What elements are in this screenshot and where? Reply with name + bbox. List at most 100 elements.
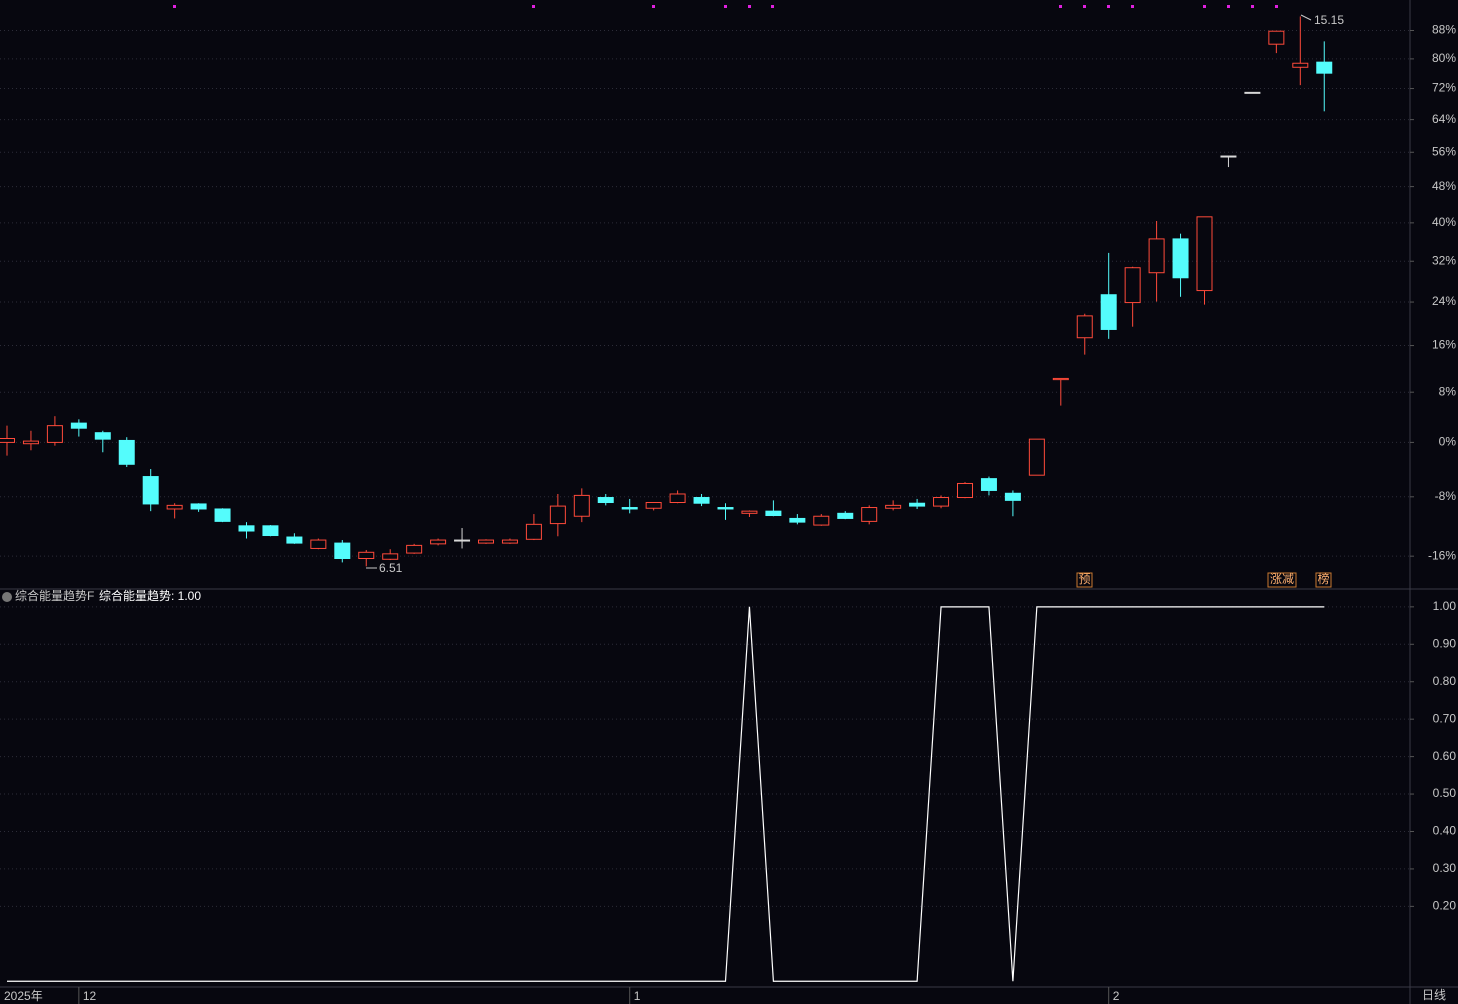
candle-body: [22, 440, 39, 445]
candle-body: [46, 425, 63, 443]
signal-dots: [173, 5, 1278, 8]
candle-body: [478, 539, 494, 544]
x-tick-label: 2: [1113, 989, 1120, 1003]
indicator-legend: 综合能量趋势: 1.00: [99, 588, 201, 603]
candle-body: [813, 515, 830, 526]
candle-body: [406, 544, 423, 554]
annotation-arrow: [1300, 14, 1312, 21]
y-tick-label: 0.50: [1433, 786, 1457, 800]
signal-tag: 涨减: [1270, 571, 1294, 586]
y-tick-label: 72%: [1432, 81, 1456, 95]
candle-body: [142, 476, 159, 505]
candle-body: [214, 508, 231, 522]
candle-body: [693, 497, 710, 504]
indicator-title: 综合能量趋势F: [15, 588, 94, 603]
y-tick-label: 88%: [1432, 23, 1456, 37]
y-tick-label: 56%: [1432, 144, 1456, 158]
candle-body: [1220, 155, 1237, 158]
annotation: 6.51: [379, 561, 403, 575]
candle-body: [1100, 294, 1117, 330]
candle-body: [118, 439, 135, 465]
y-tick-label: 0.20: [1433, 899, 1457, 913]
y-tick-label: 32%: [1432, 253, 1456, 267]
y-tick-label: 64%: [1432, 112, 1456, 126]
candle-body: [885, 504, 902, 509]
candle-body: [909, 502, 926, 507]
signal-tag: 榜: [1317, 571, 1329, 586]
candle-body: [262, 525, 279, 537]
candle-body: [286, 536, 303, 544]
candle-body: [1076, 315, 1093, 339]
candle-body: [669, 493, 686, 504]
candle-body: [1052, 377, 1069, 381]
signal-box: [1315, 572, 1332, 588]
y-tick-label: 0.90: [1433, 636, 1457, 650]
candle-body: [0, 438, 15, 443]
y-tick-label: 48%: [1432, 179, 1456, 193]
candle-body: [1004, 492, 1021, 501]
candle-body: [597, 497, 614, 504]
candle-body: [837, 512, 854, 519]
candle-body: [1172, 238, 1189, 279]
candle-body: [980, 478, 997, 491]
y-tick-label: 80%: [1432, 51, 1456, 65]
candle-body: [645, 502, 662, 509]
candle-body: [454, 539, 471, 542]
period-label[interactable]: 日线: [1422, 988, 1446, 1002]
candle-body: [501, 539, 518, 544]
candle-body: [1028, 438, 1045, 476]
candle-body: [789, 517, 806, 523]
y-tick-label: 24%: [1432, 294, 1456, 308]
y-tick-label: 0.80: [1433, 674, 1457, 688]
y-tick-label: 40%: [1432, 215, 1456, 229]
candle-body: [190, 503, 207, 510]
candle-body: [310, 539, 327, 549]
y-tick-label: 0.40: [1433, 824, 1457, 838]
y-tick-label: -16%: [1428, 548, 1456, 562]
signal-box: [1076, 572, 1093, 588]
y-tick-label: -8%: [1435, 489, 1457, 503]
indicator-icon[interactable]: [2, 592, 12, 602]
y-tick-label: 0%: [1439, 435, 1457, 449]
y-tick-label: 1.00: [1433, 599, 1457, 613]
candle-body: [382, 553, 399, 560]
candle-body: [430, 539, 447, 545]
candle-body: [933, 497, 950, 507]
candle-body: [334, 542, 351, 559]
y-tick-label: 0.30: [1433, 861, 1457, 875]
candle-body: [717, 507, 734, 510]
candle-body: [1196, 216, 1213, 292]
signal-tag: 预: [1078, 572, 1090, 586]
candle-body: [238, 525, 255, 532]
candle-body: [94, 432, 111, 440]
y-tick-label: 16%: [1432, 338, 1456, 352]
candle-body: [70, 422, 87, 429]
x-tick-label: 1: [634, 989, 641, 1003]
candle-body: [957, 482, 973, 499]
y-tick-label: 8%: [1439, 384, 1457, 398]
candle-body: [621, 507, 638, 510]
y-tick-label: 0.60: [1433, 749, 1457, 763]
annotation: 15.15: [1314, 13, 1344, 27]
signal-box: [1267, 572, 1297, 588]
candle-body: [525, 523, 542, 540]
candle-body: [1316, 61, 1333, 74]
candle-body: [1148, 238, 1165, 274]
candle-body: [861, 507, 878, 522]
x-tick-label: 2025年: [4, 989, 43, 1003]
candle-body: [765, 510, 782, 517]
y-tick-label: 0.70: [1433, 711, 1457, 725]
candle-body: [573, 494, 590, 517]
candle-body: [1124, 267, 1141, 304]
x-tick-label: 12: [83, 989, 97, 1003]
candle-body: [741, 510, 758, 514]
candle-body: [1268, 30, 1285, 45]
candle-body: [1292, 62, 1309, 68]
candle-body: [358, 551, 375, 559]
candle-body: [1244, 91, 1261, 94]
indicator-line: [7, 606, 1325, 982]
candle-body: [166, 504, 183, 510]
candle-body: [549, 505, 566, 525]
